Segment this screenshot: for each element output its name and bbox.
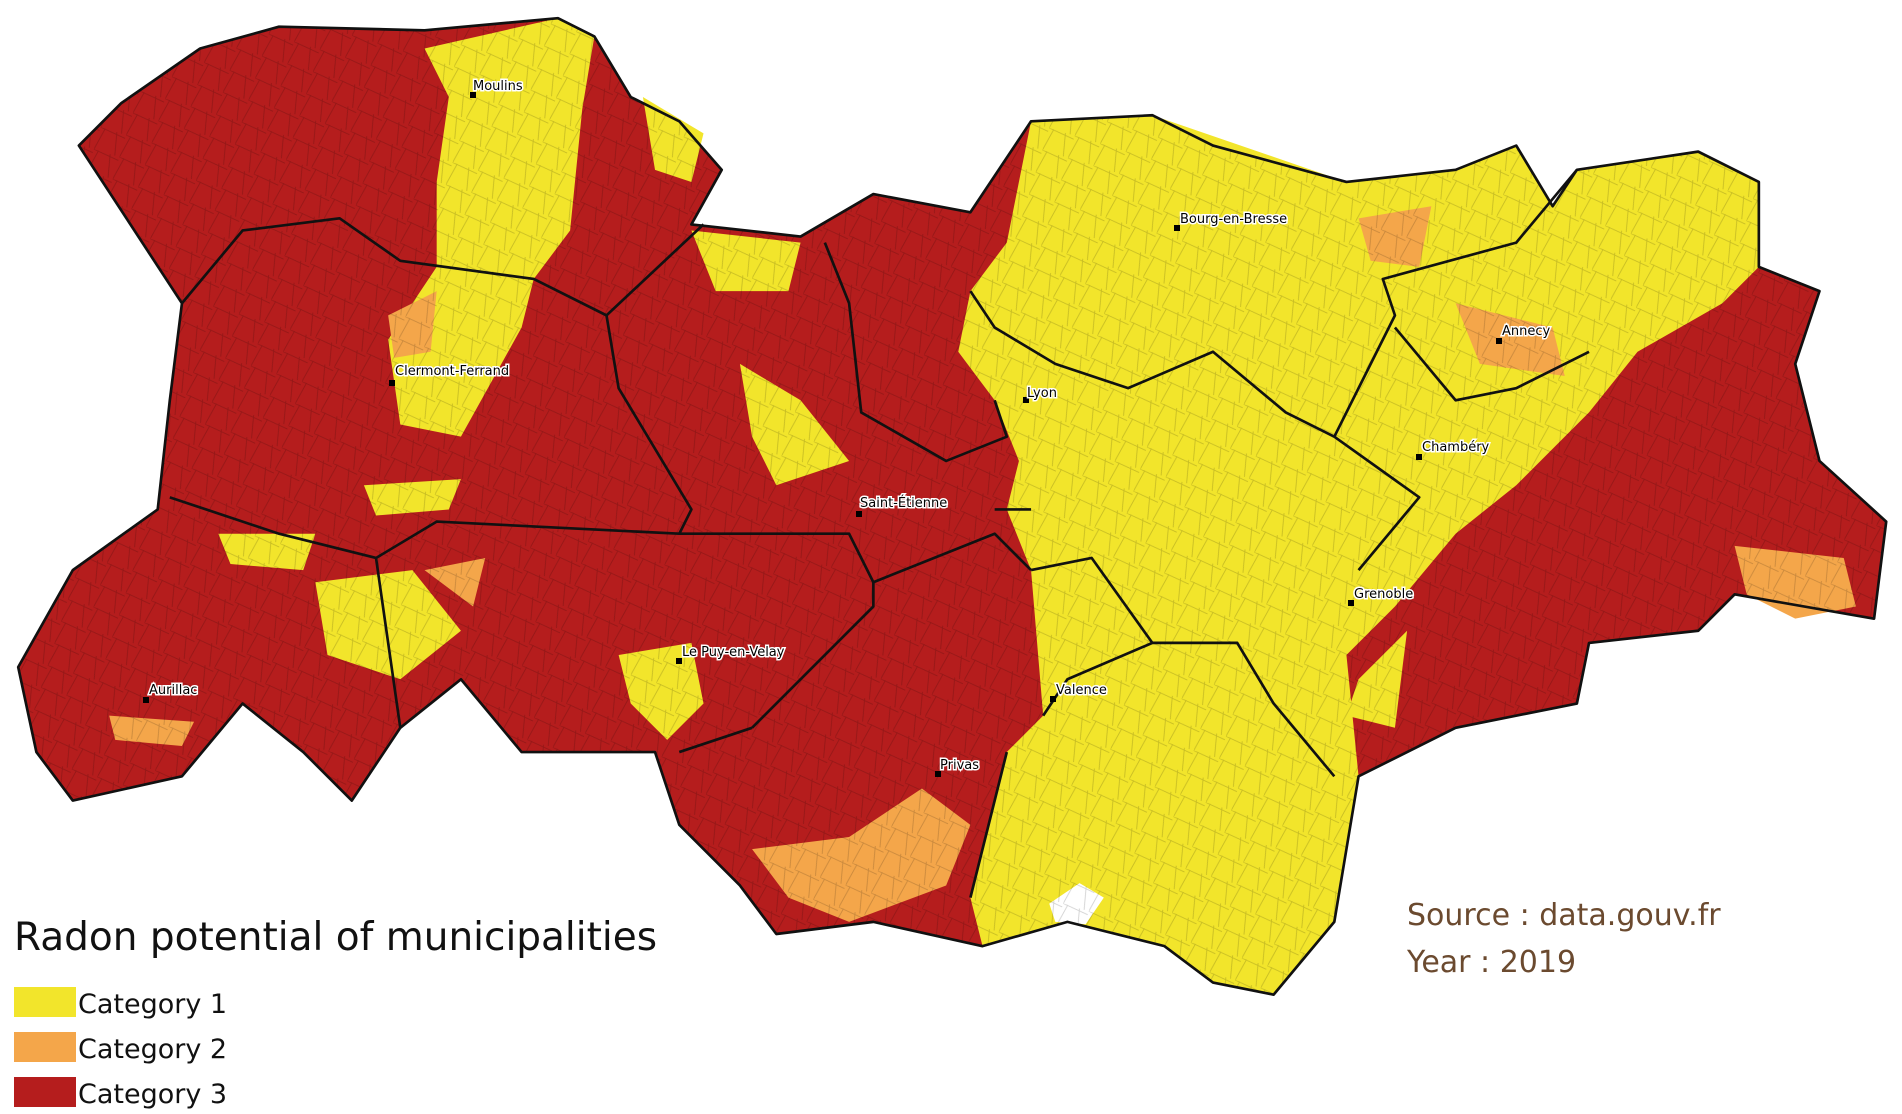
legend-swatch [14,1077,76,1107]
city-marker [1348,600,1354,606]
city-label: Clermont-Ferrand [395,364,509,379]
city: Grenoble [1348,586,1415,606]
legend-label: Category 1 [78,989,227,1020]
city: Clermont-Ferrand [389,363,511,386]
city-marker [470,92,476,98]
city-label: Saint-Étienne [860,495,947,511]
legend-label: Category 3 [78,1079,227,1110]
city-label: Privas [940,758,979,773]
city-label: Annecy [1502,324,1551,339]
source-note: Source : data.gouv.fr [1407,898,1721,933]
city: Annecy [1496,323,1552,344]
city-label: Grenoble [1354,587,1413,602]
region-map [16,16,1888,996]
city: Valence [1050,682,1108,702]
map-title: Radon potential of municipalities [14,915,657,960]
city-marker [1416,454,1422,460]
city: Chambéry [1416,439,1491,460]
city-label: Chambéry [1422,440,1490,455]
city-marker [1050,696,1056,702]
city-label: Le Puy-en-Velay [682,645,785,660]
city-label: Lyon [1027,386,1057,401]
department-border [169,168,1590,898]
city-label: Aurillac [149,683,197,698]
city: Moulins [470,78,524,98]
city: Privas [935,757,981,777]
municipality-grid [18,18,1887,995]
city: Aurillac [143,682,199,703]
city-marker [389,380,395,386]
city-marker [1496,338,1502,344]
city-marker [935,771,941,777]
city-marker [143,697,149,703]
city-marker [1023,397,1029,403]
city-marker [1174,225,1180,231]
legend-label: Category 2 [78,1034,227,1065]
city: Lyon [1023,385,1058,403]
city: Le Puy-en-Velay [676,644,786,664]
city-marker [676,658,682,664]
city: Bourg-en-Bresse [1174,211,1289,231]
city: Saint-Étienne [856,494,949,517]
city-marker [856,511,862,517]
city-label: Moulins [473,79,523,94]
year-note: Year : 2019 [1406,945,1576,980]
legend-swatch [14,987,76,1017]
city-label: Valence [1056,683,1107,698]
city-label: Bourg-en-Bresse [1180,212,1287,227]
legend-swatch [14,1032,76,1062]
region-outline [16,16,1888,996]
legend: Category 1 Category 2 Category 3 [14,987,227,1110]
city-labels: Moulins Clermont-Ferrand Lyon Bourg-en-B… [143,78,1552,777]
